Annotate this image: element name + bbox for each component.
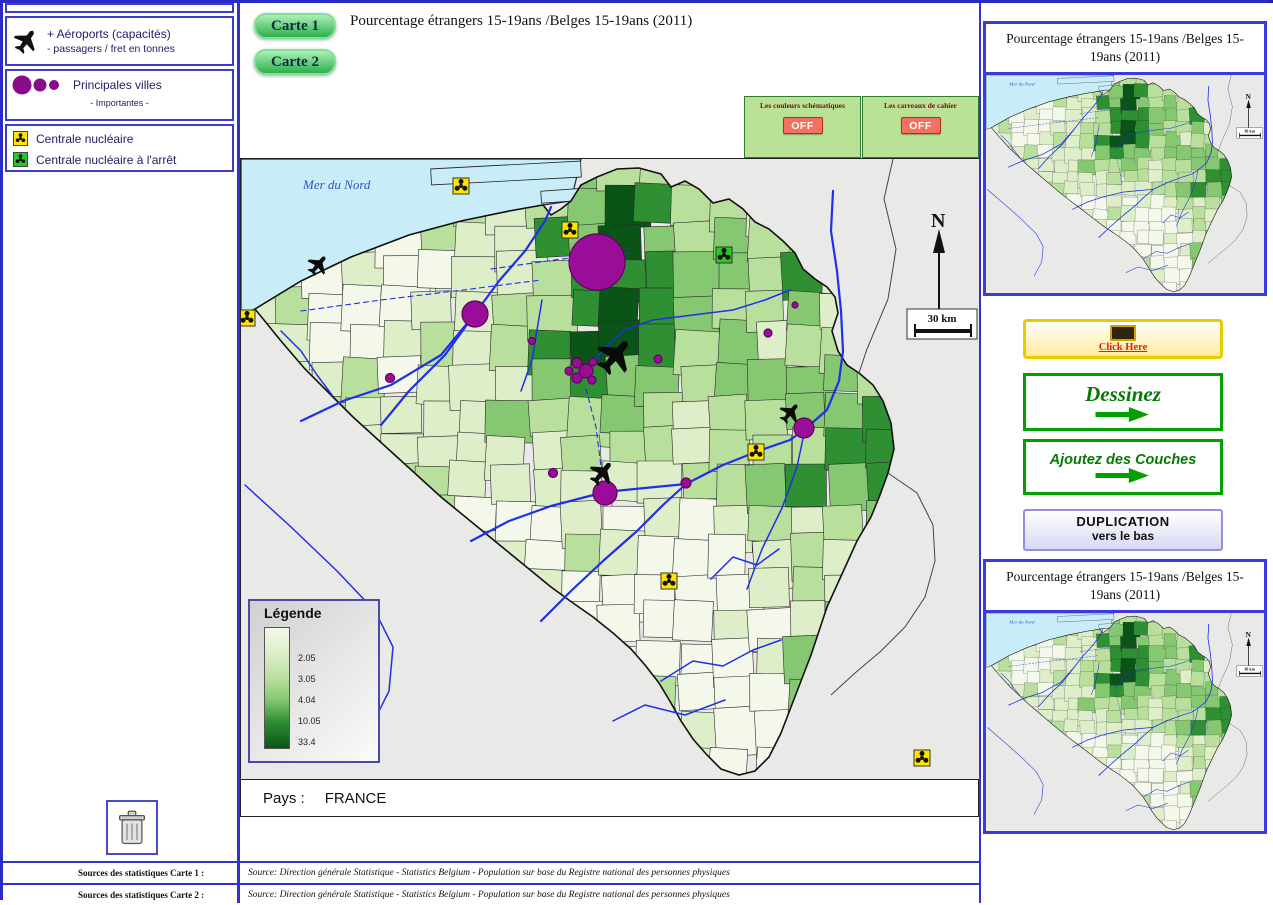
map-option-toggles: Les couleurs schématiques OFF Les carrea… [743, 96, 979, 158]
toggle-carreaux-label: Les carreaux de cahier [884, 101, 957, 110]
city-markers [384, 233, 815, 506]
airports-label: + Aéroports (capacités) [47, 27, 171, 41]
legend-labels: 2.05 3.05 4.04 10.05 33.4 [290, 627, 321, 751]
map-legend: Légende 2.05 3.05 4.04 10.05 33.4 [248, 599, 380, 763]
legend-sidebar: Principaux fleuves et rivières + Aéropor… [3, 3, 239, 863]
carte1-button[interactable]: Carte 1 [254, 13, 336, 39]
click-here-label: Click Here [1098, 342, 1148, 353]
sources-footer: Sources des statistiques Carte 1 : Sourc… [3, 861, 979, 903]
mini-map-1[interactable] [986, 75, 1264, 293]
map-canvas[interactable]: Légende 2.05 3.05 4.04 10.05 33.4 [240, 158, 981, 780]
toggle-couleurs-label: Les couleurs schématiques [760, 101, 845, 110]
source-1-text: Source: Direction générale Statistique -… [248, 868, 730, 878]
trash-button[interactable] [106, 800, 158, 855]
cities-sublabel: - Importantes - [90, 98, 149, 108]
legend-item-nuclear[interactable]: Centrale nucléaire Centrale nucléaire à … [5, 124, 234, 172]
rivers-label: Principaux fleuves et rivières [43, 3, 196, 4]
green-arrow-icon [1095, 407, 1149, 422]
mini-map-panel-2[interactable]: Pourcentage étrangers 15-19ans /Belges 1… [983, 559, 1267, 834]
cities-label: Principales villes [73, 78, 162, 92]
source-row-1: Sources des statistiques Carte 1 : Sourc… [3, 863, 979, 883]
legend-value: 3.05 [298, 674, 316, 684]
legend-value: 33.4 [298, 737, 316, 747]
mini-map-2[interactable] [986, 613, 1264, 831]
duplication-label: DUPLICATION [1076, 514, 1170, 529]
green-arrow-icon [1095, 467, 1149, 483]
nuclear-off-icon [13, 152, 28, 167]
belgium-map[interactable] [241, 159, 980, 779]
ajoutez-couches-button[interactable]: Ajoutez des Couches [1023, 439, 1223, 495]
country-bar: Pays : FRANCE [240, 779, 979, 817]
nuclear-off-label: Centrale nucléaire à l'arrêt [36, 152, 177, 167]
source-2-label: Sources des statistiques Carte 2 : [78, 890, 205, 900]
legend-item-airports[interactable]: + Aéroports (capacités) - passagers / fr… [5, 16, 234, 66]
legend-value: 4.04 [298, 695, 316, 705]
toggle-carreaux-cahier[interactable]: Les carreaux de cahier OFF [862, 96, 979, 158]
source-2-text: Source: Direction générale Statistique -… [248, 890, 730, 900]
dessinez-label: Dessinez [1085, 382, 1161, 406]
duplication-sublabel: vers le bas [1091, 529, 1155, 543]
cities-icon [12, 75, 59, 95]
country-value: FRANCE [324, 789, 387, 807]
airplane-icon [11, 26, 41, 56]
carte2-button[interactable]: Carte 2 [254, 49, 336, 75]
toggle-couleurs-schematiques[interactable]: Les couleurs schématiques OFF [744, 96, 861, 158]
country-label: Pays : [263, 789, 305, 807]
mini-map-panel-1[interactable]: Pourcentage étrangers 15-19ans /Belges 1… [983, 21, 1267, 296]
nuclear-icon [13, 131, 28, 146]
nuclear-label: Centrale nucléaire [36, 131, 134, 146]
toggle-couleurs-off-button[interactable]: OFF [782, 117, 823, 134]
source-1-label: Sources des statistiques Carte 1 : [78, 868, 205, 878]
click-here-icon [1110, 325, 1136, 341]
nuclear-markers [241, 177, 931, 767]
main-area: Carte 1 Carte 2 Pourcentage étrangers 15… [240, 3, 981, 863]
map-title: Pourcentage étrangers 15-19ans /Belges 1… [350, 13, 693, 29]
click-here-button[interactable]: Click Here [1023, 319, 1223, 359]
legend-title: Légende [264, 605, 322, 621]
legend-item-cities[interactable]: Principales villes - Importantes - [5, 69, 234, 121]
airports-sublabel: - passagers / fret en tonnes [47, 43, 175, 55]
legend-gradient [264, 627, 290, 749]
mini-map-2-title: Pourcentage étrangers 15-19ans /Belges 1… [1006, 569, 1244, 602]
ajoutez-label: Ajoutez des Couches [1049, 451, 1197, 468]
duplication-button[interactable]: DUPLICATION vers le bas [1023, 509, 1223, 551]
source-row-2: Sources des statistiques Carte 2 : Sourc… [3, 883, 979, 905]
right-sidebar: Pourcentage étrangers 15-19ans /Belges 1… [979, 3, 1273, 903]
legend-item-rivers[interactable]: Principaux fleuves et rivières [5, 3, 234, 13]
toggle-carreaux-off-button[interactable]: OFF [900, 117, 941, 134]
mini-map-1-title: Pourcentage étrangers 15-19ans /Belges 1… [1006, 31, 1244, 64]
dessinez-button[interactable]: Dessinez [1023, 373, 1223, 431]
trash-icon [118, 810, 146, 844]
legend-value: 2.05 [298, 653, 316, 663]
sidebar-divider [237, 3, 240, 903]
legend-value: 10.05 [298, 716, 321, 726]
